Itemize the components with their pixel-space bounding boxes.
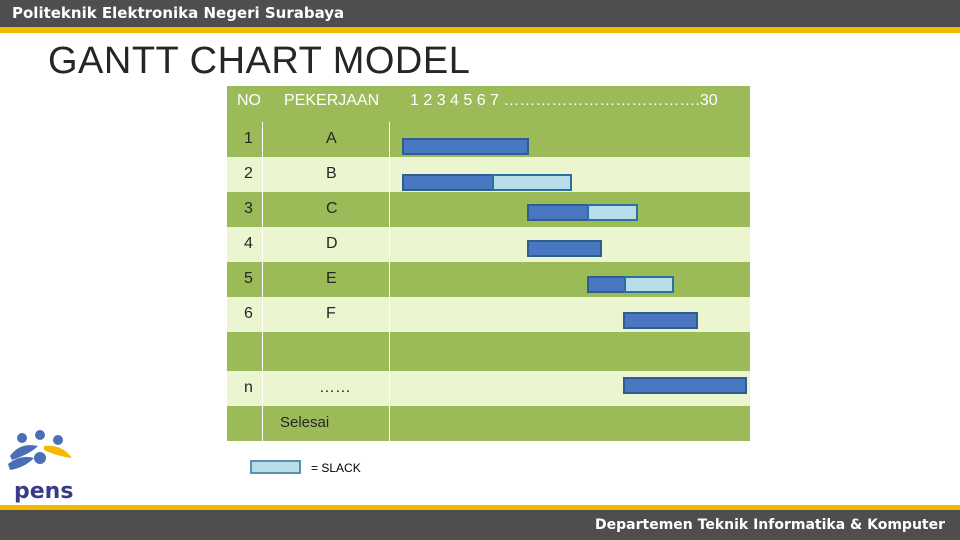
slack-bar-b [492,174,572,191]
task-bar-f [623,312,698,329]
top-accent-stripe [0,27,960,33]
row-job: F [326,305,336,322]
slack-bar-e [624,276,674,293]
task-bar-d [527,240,602,257]
svg-text:pens: pens [14,479,73,504]
table-row: 1 A [227,122,750,157]
row-no: 2 [244,165,253,182]
table-row: 4 D [227,227,750,262]
institution-title: Politeknik Elektronika Negeri Surabaya [12,4,345,22]
row-no: 5 [244,270,253,287]
bottom-footer-bar: Departemen Teknik Informatika & Komputer [0,510,960,540]
department-title: Departemen Teknik Informatika & Komputer [595,517,945,533]
task-bar-a [402,138,529,155]
row-job: E [326,270,337,287]
row-job: D [326,235,338,252]
row-job: B [326,165,337,182]
row-no: 4 [244,235,253,252]
slide-title: GANTT CHART MODEL [48,40,471,82]
row-job: A [326,130,337,147]
row-no: n [244,379,253,396]
row-job: …… [319,379,351,396]
slack-legend-label: = SLACK [311,461,361,475]
slack-legend-swatch [250,460,301,474]
row-no: 6 [244,305,253,322]
gantt-table: NO PEKERJAAN 1 2 3 4 5 6 7 ……………………………….… [227,86,750,441]
header-time-scale: 1 2 3 4 5 6 7 ……………………………….30 [410,92,718,109]
task-bar-c [527,204,589,221]
pens-logo-icon: pens [8,430,73,504]
row-no: 3 [244,200,253,217]
bottom-accent-stripe [0,505,960,510]
row-job: C [326,200,338,217]
table-row: 3 C [227,192,750,227]
column-divider [389,122,390,441]
task-bar-n [623,377,747,394]
table-header-row: NO PEKERJAAN 1 2 3 4 5 6 7 ……………………………….… [227,86,750,122]
header-pekerjaan: PEKERJAAN [284,92,380,109]
task-bar-e [587,276,626,293]
top-header-bar: Politeknik Elektronika Negeri Surabaya [0,0,960,27]
header-no: NO [237,92,261,109]
slack-bar-c [587,204,638,221]
table-row: Selesai [227,406,750,441]
row-no: 1 [244,130,253,147]
table-row: 5 E [227,262,750,297]
finish-label: Selesai [280,414,330,431]
table-row [227,332,750,367]
column-divider [262,122,263,441]
task-bar-b [402,174,494,191]
